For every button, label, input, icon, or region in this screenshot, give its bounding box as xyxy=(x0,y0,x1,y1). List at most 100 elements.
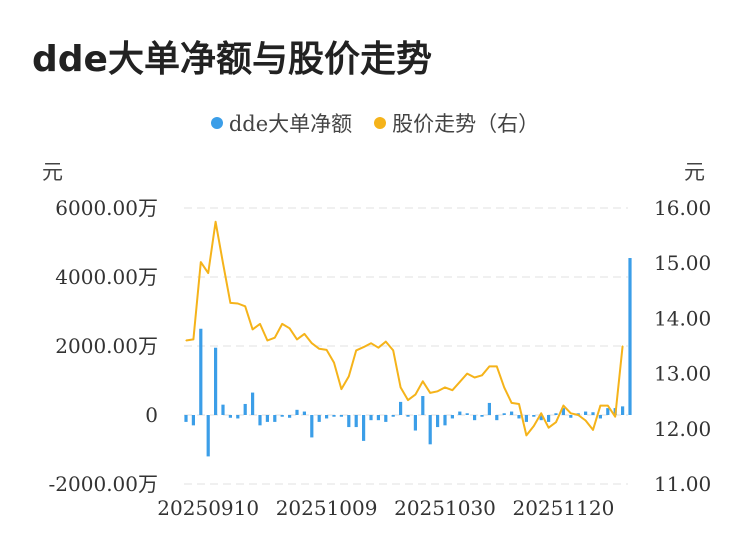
price-point xyxy=(377,347,379,349)
price-point xyxy=(207,272,209,274)
price-point xyxy=(414,393,416,396)
dde-bar xyxy=(273,415,277,422)
price-point xyxy=(340,388,342,390)
left-axis-tick-label: 4000.00万 xyxy=(55,265,158,289)
legend-label-dde: dde大单净额 xyxy=(228,112,353,136)
right-axis-tick-label: 15.00 xyxy=(654,251,711,275)
dde-bar xyxy=(598,415,602,419)
circle-dot-icon xyxy=(374,117,387,129)
dde-bar xyxy=(288,415,292,418)
dde-bar xyxy=(458,411,462,415)
dde-bar xyxy=(487,402,491,415)
price-point xyxy=(503,386,505,388)
dde-bar xyxy=(184,415,188,422)
dde-bar xyxy=(317,415,321,422)
dde-bar xyxy=(206,415,210,457)
dde-bar xyxy=(347,415,351,428)
dde-bar xyxy=(628,258,632,415)
dde-bar xyxy=(302,411,306,415)
dde-bar xyxy=(295,409,299,415)
dde-bar xyxy=(465,413,469,415)
price-point xyxy=(326,349,328,351)
x-axis-tick-label: 20250910 xyxy=(157,496,259,520)
dde-bar xyxy=(243,403,247,415)
price-point xyxy=(488,365,490,368)
dde-bar xyxy=(532,415,536,417)
price-point xyxy=(481,374,483,376)
dde-bar xyxy=(258,415,262,426)
price-point xyxy=(185,339,187,342)
dde-bar xyxy=(584,411,588,415)
dde-bar xyxy=(591,412,595,415)
price-line xyxy=(185,220,624,437)
dde-bar xyxy=(325,415,329,419)
price-point xyxy=(577,414,579,416)
x-axis-tick-label: 20251009 xyxy=(276,496,378,520)
x-axis-tick-label: 20251030 xyxy=(394,496,496,520)
right-axis-tick-label: 11.00 xyxy=(654,472,711,496)
price-point xyxy=(266,339,268,342)
price-point xyxy=(303,333,305,335)
dde-bar xyxy=(354,415,358,428)
right-axis-tick-label: 16.00 xyxy=(654,196,711,220)
dde-bar xyxy=(561,408,565,415)
price-point xyxy=(281,323,283,325)
dde-bar xyxy=(236,415,240,419)
price-point xyxy=(311,342,313,344)
price-point xyxy=(222,262,224,264)
dde-bar xyxy=(332,415,336,417)
page-title: dde大单净额与股价走势 xyxy=(32,39,432,80)
price-point xyxy=(459,381,461,383)
price-point xyxy=(592,429,594,431)
legend-item-dde[interactable]: dde大单净额 xyxy=(210,108,353,138)
left-axis-tick-label: -2000.00万 xyxy=(49,472,158,496)
price-point xyxy=(474,376,476,379)
dde-bar xyxy=(399,401,403,415)
dde-bar xyxy=(539,415,543,421)
left-axis-unit: 元 xyxy=(42,160,63,184)
dde-bar xyxy=(436,415,440,428)
dde-bar xyxy=(228,415,232,418)
price-point xyxy=(363,346,365,348)
dde-bar xyxy=(606,408,610,415)
price-point xyxy=(296,338,298,340)
price-point xyxy=(274,337,276,339)
legend-item-price[interactable]: 股价走势（右） xyxy=(374,108,539,138)
price-point xyxy=(237,302,239,305)
price-point xyxy=(466,373,468,375)
price-point xyxy=(333,361,335,364)
price-point xyxy=(385,340,387,343)
dde-bar xyxy=(450,415,454,419)
price-point xyxy=(318,348,320,350)
price-point xyxy=(622,345,624,347)
price-point xyxy=(259,323,261,325)
price-point xyxy=(599,405,602,407)
price-point xyxy=(540,412,542,414)
dde-bar xyxy=(413,415,417,431)
price-point xyxy=(533,425,535,427)
dde-bar xyxy=(621,406,625,415)
chart-legend: dde大单净额 股价走势（右） xyxy=(0,108,750,138)
dde-bar xyxy=(473,415,477,421)
dde-bar xyxy=(339,415,343,417)
price-point xyxy=(555,421,557,423)
price-point xyxy=(585,419,587,422)
dde-bar xyxy=(428,415,432,445)
price-point xyxy=(400,386,402,388)
left-axis-tick-label: 0 xyxy=(145,403,158,427)
dde-bar xyxy=(221,404,225,415)
price-point xyxy=(370,342,372,344)
dde-bar xyxy=(384,415,388,422)
right-axis-unit: 元 xyxy=(684,160,705,184)
dde-bar xyxy=(369,415,373,421)
price-point xyxy=(252,328,254,331)
price-point xyxy=(518,403,520,405)
dde-bar xyxy=(199,328,203,415)
price-point xyxy=(429,392,431,394)
legend-label-price: 股价走势（右） xyxy=(392,112,540,136)
price-point xyxy=(348,375,350,377)
price-point xyxy=(229,302,231,304)
dde-bar xyxy=(214,347,218,415)
circle-dot-icon xyxy=(210,117,223,129)
price-point xyxy=(244,305,246,307)
